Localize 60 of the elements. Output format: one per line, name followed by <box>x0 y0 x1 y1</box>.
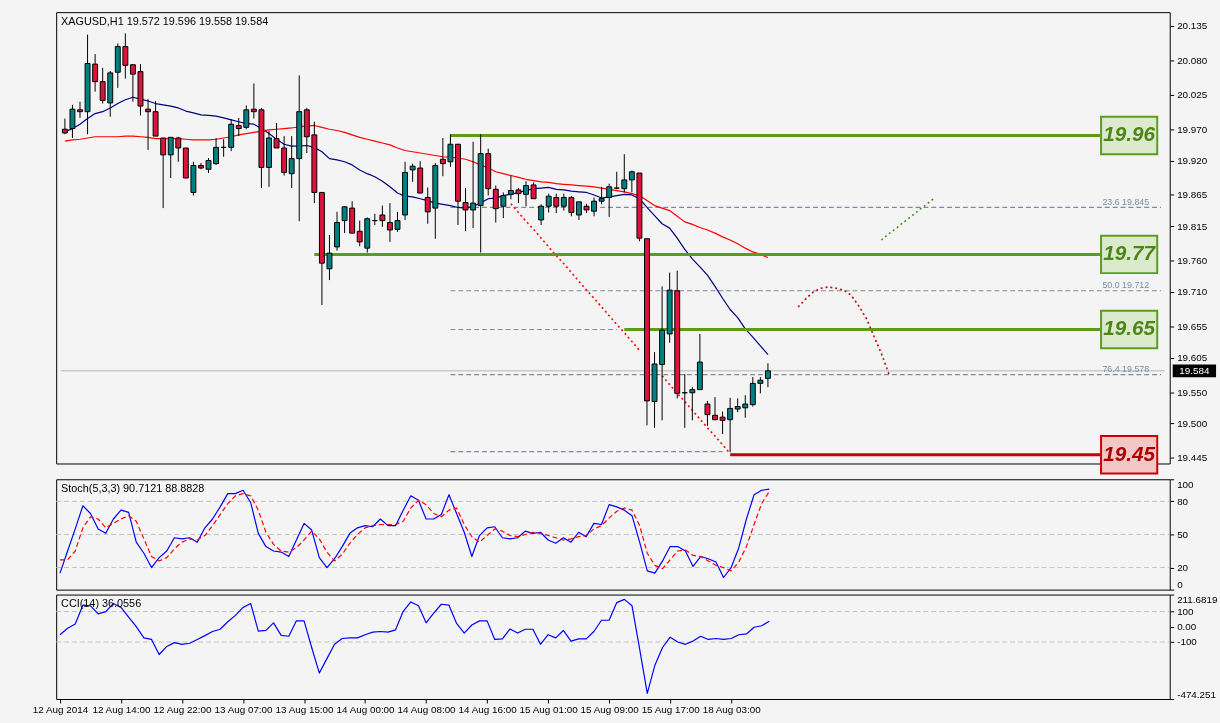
y-tick-label: -100 <box>1177 636 1198 648</box>
y-tick-label: 19.815 <box>1177 220 1208 232</box>
x-tick-label: 15 Aug 01:00 <box>519 704 579 716</box>
y-tick-label: 20 <box>1177 562 1189 574</box>
series-label: 19.96 <box>1103 122 1156 146</box>
y-tick-label: 0 <box>1177 579 1184 591</box>
y-tick-label: 80 <box>1177 495 1189 507</box>
line-series <box>797 286 890 375</box>
x-tick-label: 14 Aug 16:00 <box>458 704 518 716</box>
series-label: 23.6 19.845 <box>1102 196 1150 207</box>
candlestick <box>228 118 235 152</box>
candlestick <box>160 137 167 209</box>
chart-title: Stoch(5,3,3) 90.7121 88.8828 <box>61 482 205 495</box>
y-tick-label: 20.135 <box>1177 20 1208 32</box>
ref-line-label: 19.584 <box>1179 364 1210 376</box>
x-tick-label: 13 Aug 15:00 <box>275 704 335 716</box>
y-tick-label: 19.605 <box>1177 352 1208 364</box>
y-tick-label: 100 <box>1177 606 1195 618</box>
y-tick-label: 19.710 <box>1177 286 1208 298</box>
y-tick-label: 19.920 <box>1177 154 1208 166</box>
y-tick-label: 0.00 <box>1177 621 1197 633</box>
x-tick-label: 15 Aug 09:00 <box>580 704 640 716</box>
candlestick <box>764 362 771 388</box>
candlestick <box>621 153 628 193</box>
x-tick-label: 12 Aug 22:00 <box>153 704 213 716</box>
candlestick <box>538 203 545 226</box>
y-tick-label: 19.760 <box>1177 255 1208 267</box>
y-tick-label: 19.445 <box>1177 452 1208 464</box>
series-label: 50.0 19.712 <box>1102 279 1150 290</box>
y-tick-label: 19.500 <box>1177 417 1208 429</box>
y-tick-label: 20.080 <box>1177 54 1208 66</box>
candlestick <box>704 400 711 427</box>
series-label: 76.4 19.578 <box>1102 363 1150 374</box>
chart-title: CCI(14) 36.0556 <box>61 597 142 610</box>
candlestick <box>379 205 386 228</box>
y-tick-label: 19.655 <box>1177 320 1208 332</box>
y-tick-label: -474.251 <box>1177 688 1217 700</box>
x-tick-label: 18 Aug 03:00 <box>702 704 762 716</box>
y-tick-label: 19.550 <box>1177 386 1208 398</box>
chart-title: XAGUSD,H1 19.572 19.596 19.558 19.584 <box>61 14 269 27</box>
x-tick-label: 12 Aug 14:00 <box>92 704 152 716</box>
y-tick-label: 19.865 <box>1177 189 1208 201</box>
x-tick-label: 14 Aug 00:00 <box>336 704 396 716</box>
candlestick <box>606 183 613 218</box>
x-tick-label: 15 Aug 17:00 <box>641 704 701 716</box>
line-series <box>880 197 936 241</box>
x-tick-label: 12 Aug 2014 <box>32 704 89 716</box>
y-tick-label: 19.970 <box>1177 123 1208 135</box>
line-series <box>64 124 769 259</box>
series-label: 19.65 <box>1103 316 1156 340</box>
x-tick-label: 14 Aug 08:00 <box>397 704 457 716</box>
series-label: 19.77 <box>1103 241 1157 265</box>
y-tick-label: 50 <box>1177 528 1189 540</box>
y-tick-label: 211.6819 <box>1177 593 1218 605</box>
y-tick-label: 20.025 <box>1177 89 1208 101</box>
y-tick-label: 100 <box>1177 478 1195 490</box>
candlestick <box>61 118 68 135</box>
candlestick <box>689 386 696 421</box>
x-tick-label: 13 Aug 07:00 <box>214 704 274 716</box>
series-label: 19.45 <box>1103 441 1156 465</box>
